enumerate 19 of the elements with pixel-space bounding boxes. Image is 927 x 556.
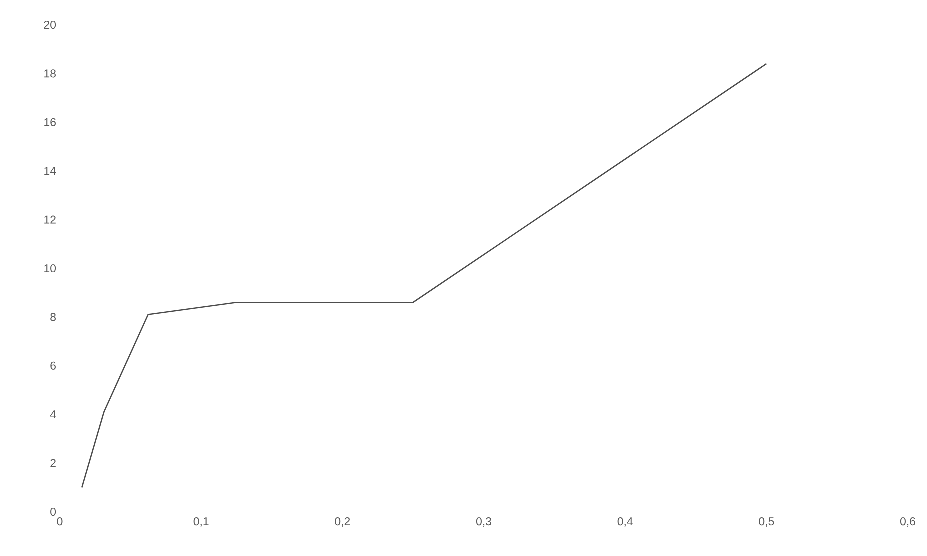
x-tick-label: 0,3 xyxy=(476,518,492,527)
y-tick-label: 6 xyxy=(50,362,56,370)
y-tick-label: 4 xyxy=(50,410,56,419)
y-tick-label: 18 xyxy=(44,70,56,78)
y-tick-label: 16 xyxy=(44,118,56,126)
x-tick-label: 0,5 xyxy=(759,518,774,527)
y-tick-label: 0 xyxy=(50,508,56,516)
x-tick-label: 0,1 xyxy=(194,518,209,527)
line-series xyxy=(81,63,768,488)
x-tick-label: 0,6 xyxy=(900,518,916,527)
x-tick-label: 0 xyxy=(57,518,63,526)
y-tick-label: 2 xyxy=(50,459,56,468)
y-tick-label: 12 xyxy=(44,216,56,224)
x-tick-label: 0,2 xyxy=(335,518,350,527)
y-tick-label: 14 xyxy=(44,167,56,176)
y-tick-label: 8 xyxy=(50,313,56,322)
y-tick-label: 20 xyxy=(44,20,56,30)
y-tick-label: 10 xyxy=(44,264,56,273)
x-tick-label: 0,4 xyxy=(618,518,633,527)
